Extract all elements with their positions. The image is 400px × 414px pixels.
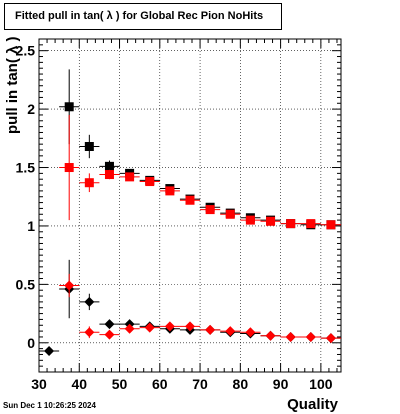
data-point-diamond <box>285 331 296 342</box>
x-tick-label: 30 <box>31 376 47 392</box>
timestamp: Sun Dec 1 10:26:25 2024 <box>3 401 96 410</box>
data-point-diamond <box>225 326 236 337</box>
data-point-square <box>84 141 94 151</box>
series-group <box>59 114 341 230</box>
data-point-square <box>64 102 74 112</box>
data-point-diamond <box>124 323 135 334</box>
axes: 30 40 50 60 70 80 90 100 0 0.5 1 1.5 2 2.5 <box>16 38 341 392</box>
data-point-diamond <box>205 324 216 335</box>
y-tick-label: 1 <box>27 218 35 234</box>
x-tick-label: 60 <box>152 376 168 392</box>
x-tick-label: 100 <box>309 376 333 392</box>
data-point-diamond <box>185 321 195 332</box>
data-point-square <box>286 219 296 229</box>
data-point-square <box>306 219 316 229</box>
x-tick-label: 50 <box>112 376 128 392</box>
data-marks <box>39 69 341 356</box>
data-point-square <box>245 215 255 225</box>
series-group <box>59 273 341 344</box>
data-point-square <box>104 161 114 171</box>
data-point-diamond <box>164 321 175 332</box>
y-axis-label: pull in tan( λ ) <box>4 36 21 135</box>
grid <box>39 39 341 372</box>
x-tick-label: 40 <box>71 376 87 392</box>
data-point-diamond <box>265 330 276 341</box>
data-point-square <box>165 186 175 196</box>
data-point-square <box>326 220 336 230</box>
data-point-square <box>104 170 114 180</box>
data-point-square <box>64 163 74 173</box>
data-point-square <box>266 216 276 226</box>
plot-frame <box>38 38 342 373</box>
chart-title: Fitted pull in tan( λ ) for Global Rec P… <box>4 3 282 30</box>
x-axis-label: Quality <box>287 396 338 413</box>
data-point-square <box>205 205 215 215</box>
data-point-square <box>84 178 94 188</box>
y-tick-label: 0 <box>27 335 35 351</box>
y-tick-label: 2 <box>27 101 35 117</box>
data-point-diamond <box>104 319 115 330</box>
data-point-diamond <box>325 333 336 344</box>
data-point-square <box>185 195 195 205</box>
data-point-diamond <box>44 345 55 356</box>
data-point-diamond <box>84 296 95 307</box>
data-point-diamond <box>245 327 256 338</box>
y-tick-label: 0.5 <box>16 276 36 292</box>
data-point-diamond <box>305 331 316 342</box>
data-point-square <box>145 177 155 187</box>
x-tick-label: 80 <box>233 376 249 392</box>
data-point-square <box>125 172 135 182</box>
data-point-diamond <box>84 327 95 338</box>
x-tick-label: 90 <box>273 376 289 392</box>
x-tick-label: 70 <box>192 376 208 392</box>
data-point-diamond <box>104 329 115 340</box>
data-point-diamond <box>64 280 75 291</box>
y-tick-label: 1.5 <box>16 160 36 176</box>
y-tick-label: 2.5 <box>16 43 36 59</box>
data-point-diamond <box>144 322 155 333</box>
data-point-square <box>225 209 235 219</box>
